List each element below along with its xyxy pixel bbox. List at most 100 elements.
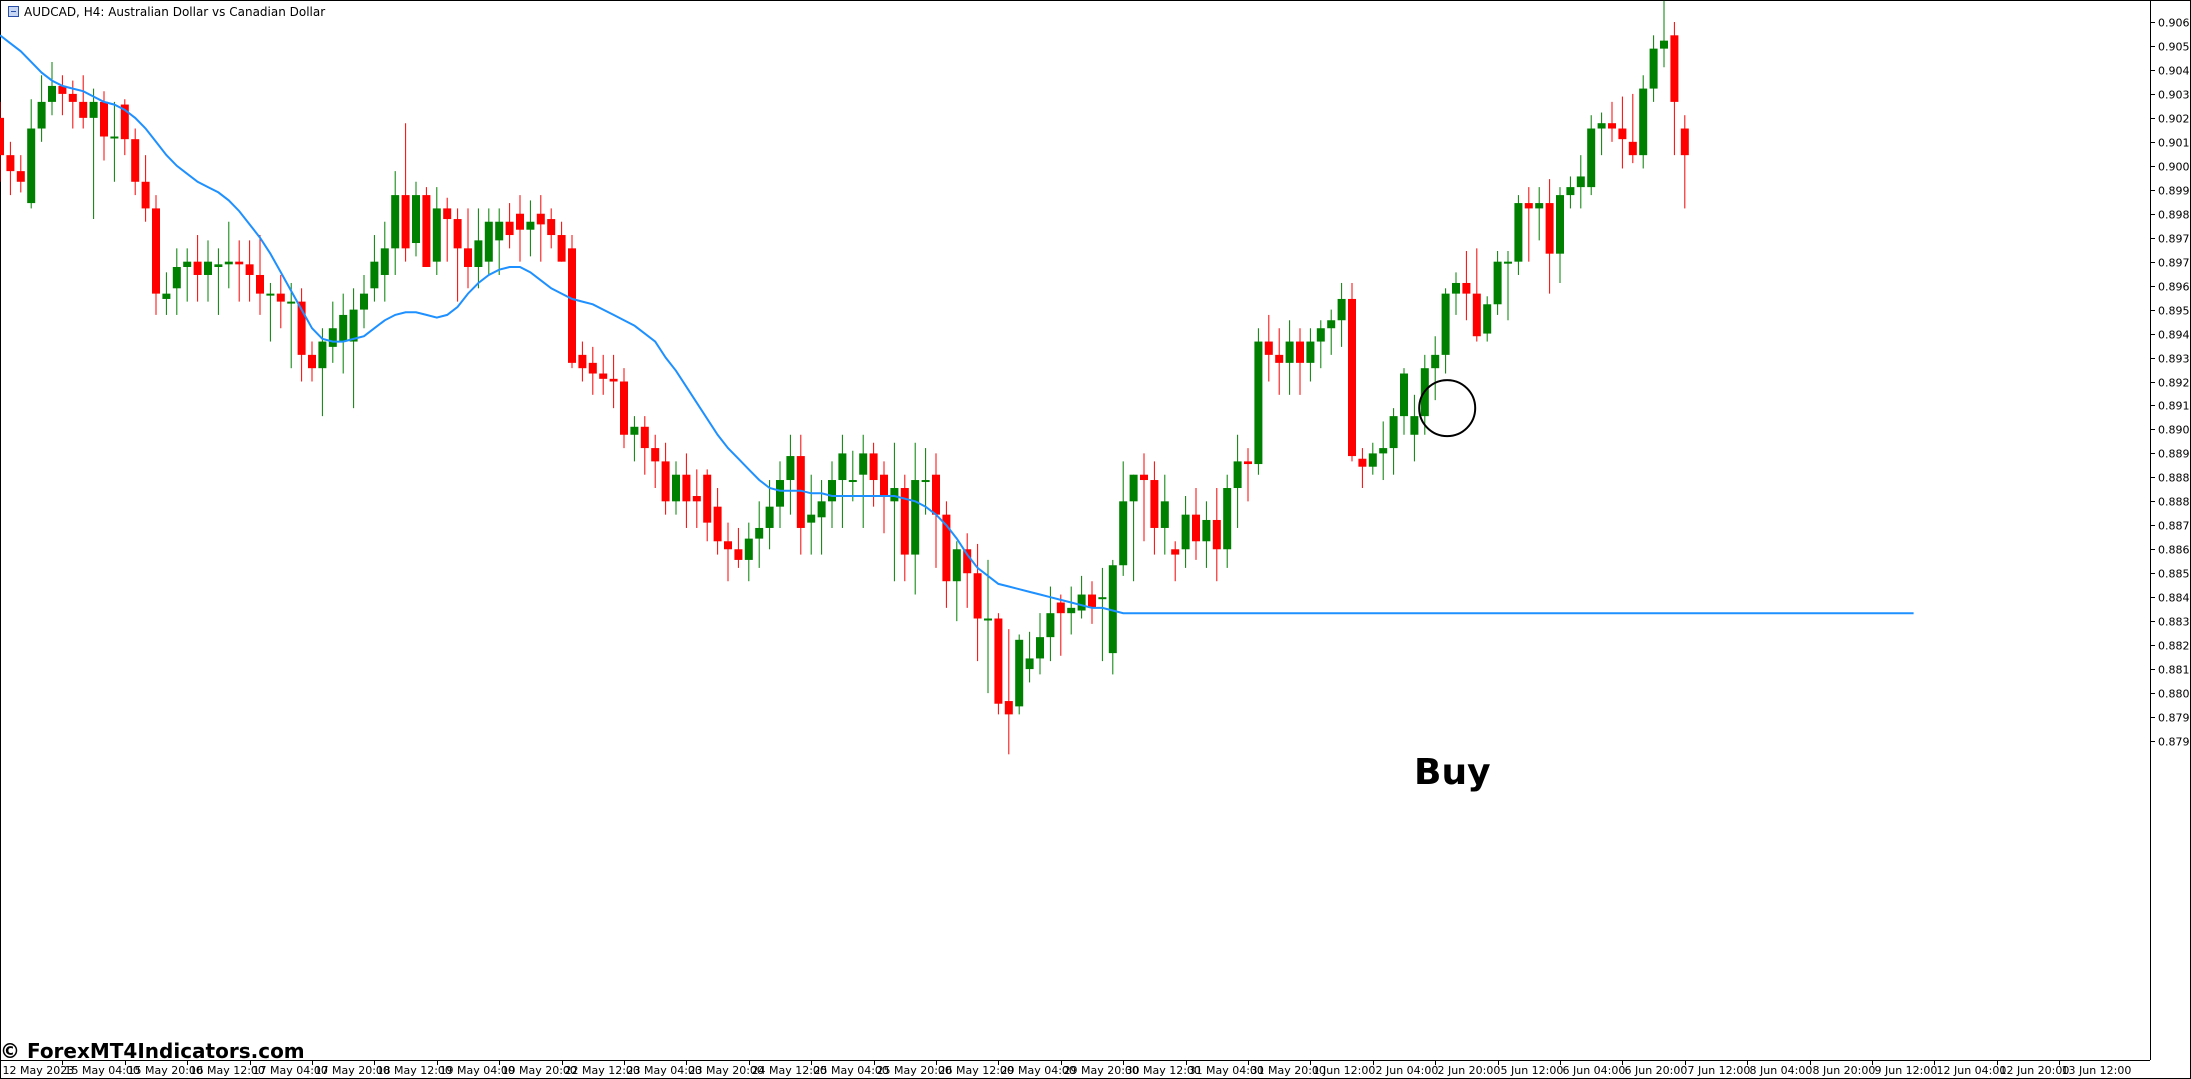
bull-candle	[1493, 251, 1502, 315]
bull-candle	[1389, 408, 1398, 475]
candle-body	[765, 506, 774, 528]
bull-candle	[1587, 115, 1596, 196]
candle-body	[1244, 461, 1252, 465]
bull-candle	[1306, 328, 1315, 382]
bear-candle	[443, 197, 452, 262]
candle-body	[640, 426, 649, 449]
candle-body	[1171, 549, 1180, 555]
bear-candle	[1004, 629, 1013, 755]
bear-candle	[1545, 179, 1554, 294]
bear-candle	[620, 368, 628, 449]
candle-body	[588, 362, 597, 374]
bear-candle	[297, 288, 306, 382]
bull-candle	[37, 75, 46, 142]
candle-body	[308, 354, 316, 369]
candle-body	[1545, 203, 1554, 254]
candle-body	[1015, 639, 1024, 707]
bear-candle	[1056, 594, 1065, 656]
candle-body	[1316, 328, 1325, 342]
candle-body	[328, 328, 337, 347]
candle-body	[1056, 602, 1065, 614]
bull-candle	[1535, 187, 1544, 241]
candle-body	[1556, 195, 1564, 254]
time-tick-label: 31 May 20:00	[1251, 1064, 1326, 1077]
bull-candle	[360, 274, 368, 329]
candle-body	[828, 480, 836, 502]
bear-candle	[235, 240, 244, 302]
candle-body	[921, 480, 930, 483]
candle-body	[266, 293, 275, 296]
candle-body	[245, 264, 254, 275]
price-tick-label: 0.90240	[2158, 113, 2191, 126]
time-tick-label: 15 May 20:00	[128, 1064, 203, 1077]
time-tick-label: 6 Jun 20:00	[1625, 1064, 1688, 1077]
bear-candle	[1618, 96, 1627, 169]
bear-candle	[1670, 22, 1679, 156]
bull-candle	[1431, 336, 1440, 401]
candle-body	[734, 549, 743, 560]
price-tick-label: 0.88620	[2158, 544, 2191, 557]
candle-body	[1597, 123, 1606, 129]
bull-candle	[1337, 282, 1346, 347]
candle-body	[1140, 474, 1148, 481]
time-tick-label: 1 Jun 12:00	[1313, 1064, 1376, 1077]
candle-body	[172, 266, 181, 289]
time-tick-label: 12 Jun 20:00	[2000, 1064, 2070, 1077]
price-tick-label: 0.89160	[2158, 400, 2191, 413]
candle-body	[1680, 128, 1689, 156]
candle-body	[204, 261, 212, 275]
bear-candle	[1150, 461, 1159, 555]
candle-body	[1254, 341, 1263, 465]
bear-candle	[692, 469, 701, 528]
price-tick-label: 0.89250	[2158, 377, 2191, 390]
bull-candle	[1316, 320, 1325, 369]
candle-body	[141, 181, 150, 209]
candle-body	[1368, 453, 1377, 467]
bull-candle	[204, 240, 212, 302]
candle-body	[807, 514, 816, 523]
bull-candle	[474, 208, 483, 289]
price-tick-label: 0.88080	[2158, 688, 2191, 701]
candle-body	[672, 474, 680, 502]
candle-body	[1285, 341, 1294, 363]
bull-candle	[828, 461, 836, 528]
time-tick-label: 9 Jun 12:00	[1875, 1064, 1938, 1077]
time-tick-label: 23 May 20:00	[689, 1064, 764, 1077]
bull-candle	[952, 541, 961, 622]
candle-body	[1108, 565, 1117, 654]
candle-body	[1327, 320, 1336, 329]
bear-candle	[276, 274, 285, 329]
price-tick-label: 0.89070	[2158, 424, 2191, 437]
candle-body	[1264, 341, 1273, 355]
bull-candle	[339, 293, 348, 374]
bull-candle	[287, 282, 296, 369]
candle-body	[484, 221, 493, 262]
candle-body	[474, 240, 483, 267]
bear-candle	[516, 195, 524, 262]
time-tick-label: 18 May 12:00	[377, 1064, 452, 1077]
candle-body	[162, 293, 171, 299]
time-tick-label: 23 May 04:00	[627, 1064, 702, 1077]
time-tick-label: 29 May 04:00	[1001, 1064, 1076, 1077]
bull-candle	[328, 301, 337, 363]
bull-candle	[214, 248, 223, 315]
candle-body	[183, 261, 192, 267]
candle-body	[1472, 293, 1481, 337]
chart-title-text: AUDCAD, H4: Australian Dollar vs Canadia…	[24, 5, 326, 19]
candle-body	[796, 456, 805, 528]
bear-candle	[245, 240, 254, 302]
candle-body	[1306, 341, 1315, 363]
bear-candle	[58, 75, 67, 116]
candle-body	[661, 461, 670, 502]
time-tick-label: 19 May 04:00	[440, 1064, 515, 1077]
candle-body	[963, 549, 972, 574]
bull-candle	[1202, 501, 1211, 568]
candle-body	[27, 128, 36, 204]
bull-candle	[172, 248, 181, 315]
bear-candle	[609, 354, 618, 409]
bull-candle	[1483, 296, 1492, 342]
bear-candle	[1212, 488, 1221, 582]
candle-body	[1202, 519, 1211, 542]
